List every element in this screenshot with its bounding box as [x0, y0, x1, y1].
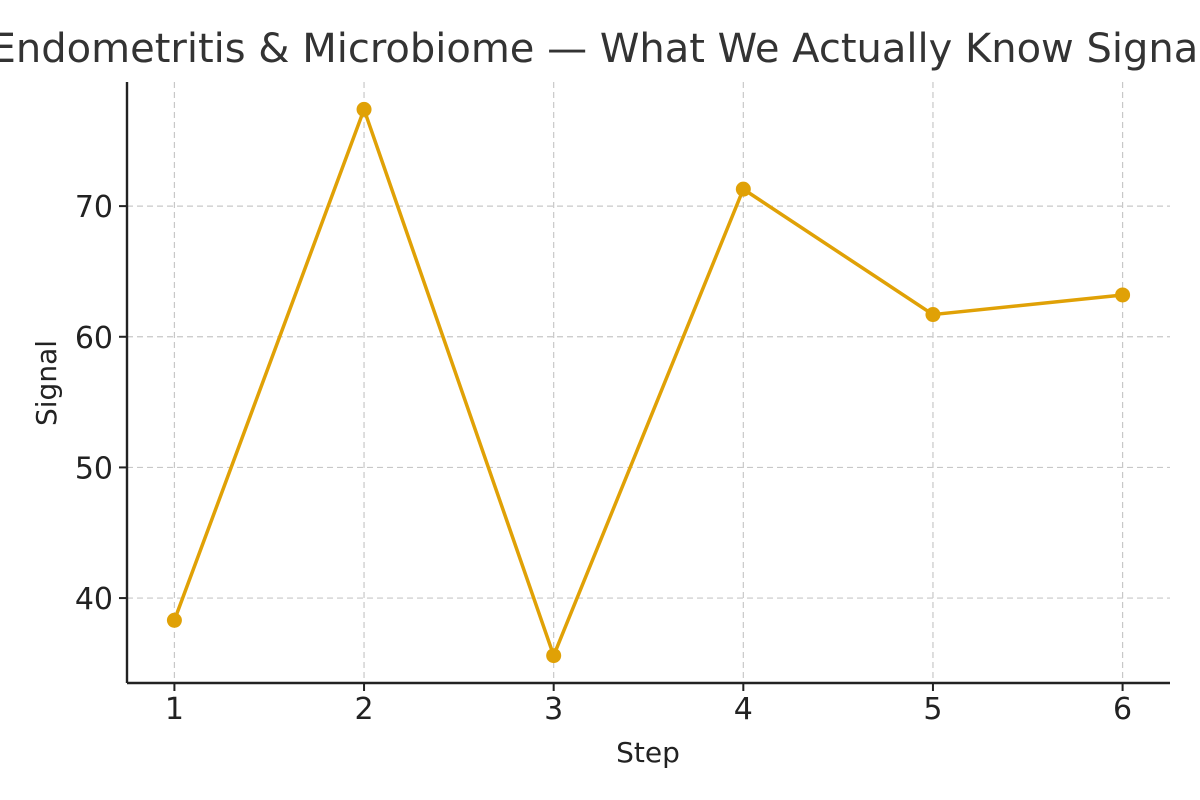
data-point: [356, 101, 372, 117]
x-tick-label: 3: [544, 692, 563, 727]
chart-title: Endometritis & Microbiome — What We Actu…: [0, 26, 1200, 72]
data-point: [925, 307, 941, 323]
data-point: [546, 648, 562, 664]
x-tick-label: 5: [923, 692, 942, 727]
y-tick-label: 70: [75, 190, 113, 225]
data-point: [166, 612, 182, 628]
x-tick-label: 4: [734, 692, 753, 727]
y-tick-label: 40: [75, 582, 113, 617]
x-tick-label: 2: [354, 692, 373, 727]
series: [166, 101, 1131, 664]
x-tick-label: 6: [1113, 692, 1132, 727]
grid: [127, 82, 1170, 683]
series-line: [172, 107, 1123, 658]
y-tick-label: 60: [75, 321, 113, 356]
y-axis-label: Signal: [30, 340, 63, 426]
x-axis-label: Step: [616, 736, 680, 769]
data-point: [735, 181, 751, 197]
y-tick-label: 50: [75, 451, 113, 486]
ticks: 1 2 3 4 5 6 40 50 60 70: [75, 190, 1132, 727]
data-point: [1115, 287, 1131, 303]
x-tick-label: 1: [165, 692, 184, 727]
axes: [125, 82, 1170, 685]
